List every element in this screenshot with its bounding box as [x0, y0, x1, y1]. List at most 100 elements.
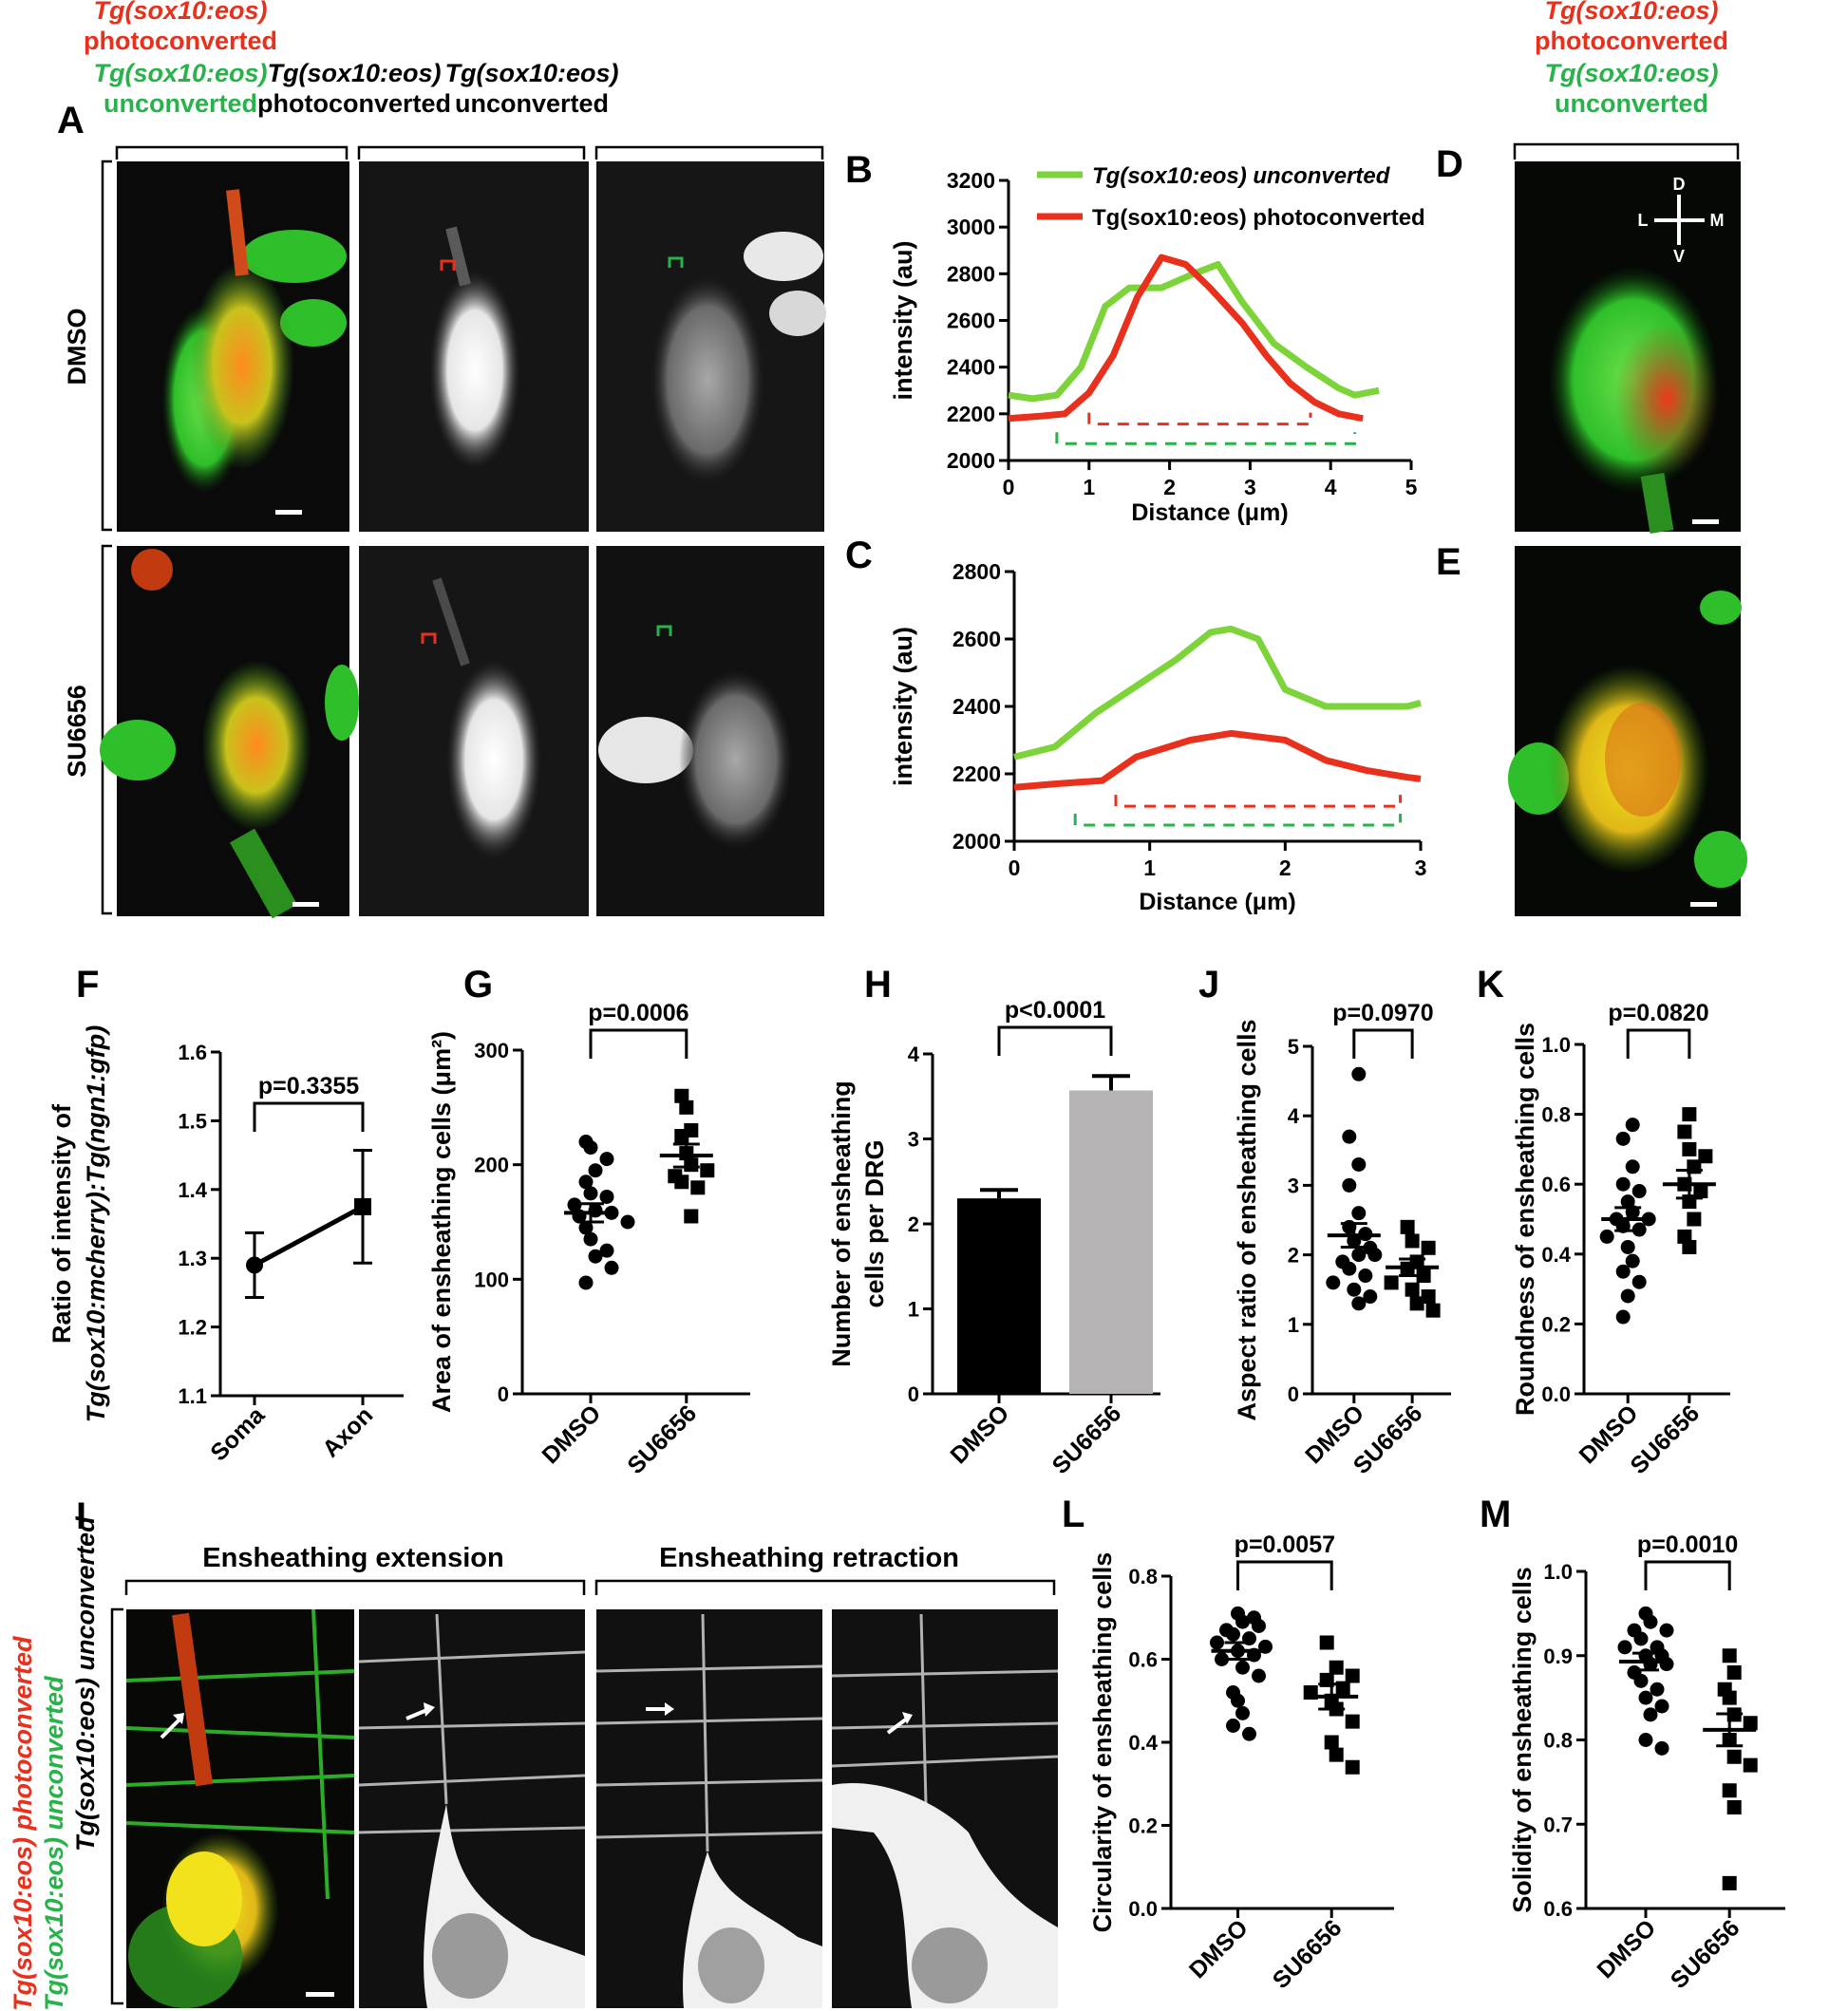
mean-point-soma: [246, 1256, 263, 1274]
y-tick-label: 2: [1288, 1244, 1299, 1268]
legend-photoconverted: Tg(sox10:eos) photoconverted: [1092, 205, 1425, 231]
data-point-dmso: [1650, 1682, 1665, 1697]
panel-letter-h: H: [864, 964, 892, 1006]
data-point-su6656: [674, 1175, 689, 1190]
x-tick-label: 3: [1244, 475, 1256, 499]
data-point-dmso: [1226, 1626, 1240, 1642]
data-point-dmso: [1654, 1740, 1669, 1756]
data-point-dmso: [1633, 1673, 1649, 1688]
y-tick-label: 0.6: [1541, 1173, 1571, 1196]
dashed-bracket-green: [1073, 813, 1403, 827]
y-tick-label: 4: [1288, 1104, 1300, 1128]
dashed-bracket-red: [1087, 412, 1312, 426]
y-tick-label: 1: [908, 1298, 919, 1322]
y-tick-label: 5: [1288, 1035, 1299, 1059]
panel-letter-a: A: [57, 100, 85, 141]
data-point-su6656: [1722, 1875, 1737, 1890]
a-unconv-label: Tg(sox10:eos): [444, 59, 618, 87]
panel-letter-m: M: [1480, 1494, 1511, 1535]
y-tick-label: 0.0: [1128, 1897, 1158, 1921]
a-column-brackets: [101, 145, 824, 915]
data-point-dmso: [599, 1189, 614, 1204]
y-tick-label: 0.2: [1128, 1814, 1158, 1838]
data-point-dmso: [1242, 1726, 1256, 1741]
chart-l: 0.0 0.2 0.4 0.6 0.8 DMSO SU6656 Circularity of …: [1088, 1532, 1394, 1994]
category-label: SU6656: [1047, 1400, 1127, 1479]
p-value: p<0.0001: [1005, 997, 1105, 1024]
x-tick-label: 2: [1163, 475, 1176, 499]
p-value: p=0.3355: [258, 1073, 359, 1099]
a-unconv-label-2: unconverted: [455, 89, 609, 118]
y-tick-label: 3: [1288, 1174, 1299, 1197]
data-point-su6656: [1329, 1660, 1344, 1675]
panel-letter-k: K: [1477, 964, 1504, 1006]
y-tick-label: 0.4: [1541, 1243, 1571, 1267]
chart-g: 0 100 200 300 DMSO SU6656 Area of ensheathing …: [427, 1000, 750, 1479]
data-point-su6656: [1682, 1107, 1697, 1122]
i-side-label-black: Tg(sox10:eos) unconverted: [71, 1516, 100, 1851]
data-point-su6656: [1319, 1635, 1334, 1650]
data-point-dmso: [1358, 1269, 1373, 1284]
data-point-dmso: [1351, 1156, 1367, 1172]
data-point-dmso: [1351, 1206, 1367, 1221]
data-point-su6656: [1726, 1665, 1742, 1680]
y-tick-label: 4: [908, 1043, 920, 1066]
data-point-dmso: [599, 1243, 614, 1258]
category-label: DMSO: [1592, 1914, 1661, 1983]
data-point-dmso: [567, 1197, 582, 1212]
y-tick-label: 2000: [952, 829, 1001, 854]
a-merged-red-label-2: photoconverted: [84, 27, 277, 55]
data-point-su6656: [1324, 1735, 1339, 1750]
x-tick-label: 3: [1415, 855, 1427, 880]
i-retraction-label: Ensheathing retraction: [659, 1543, 959, 1573]
data-point-su6656: [1405, 1282, 1420, 1297]
data-point-su6656: [1698, 1149, 1713, 1164]
legend-unconverted: Tg(sox10:eos) unconverted: [1092, 163, 1391, 189]
y-tick-label: 0.6: [1543, 1897, 1573, 1921]
data-point-dmso: [604, 1260, 619, 1275]
series-line-unconverted: [1008, 261, 1380, 403]
y-tick-label: 200: [474, 1154, 509, 1177]
data-point-dmso: [583, 1140, 598, 1156]
y-tick-label: 3: [908, 1128, 919, 1152]
data-point-dmso: [1659, 1657, 1674, 1672]
i-side-label-red: Tg(sox10:eos) photoconverted: [9, 1636, 37, 2011]
i-side-label-green: Tg(sox10:eos) unconverted: [40, 1676, 68, 2011]
data-point-dmso: [1643, 1707, 1658, 1722]
y-axis-label: Solidity of ensheathing cells: [1508, 1567, 1537, 1913]
data-point-su6656: [1687, 1212, 1702, 1227]
y-tick-label: 300: [474, 1039, 509, 1062]
compass-d: D: [1673, 175, 1686, 194]
y-tick-label: 1.3: [178, 1247, 207, 1270]
d-green-label: Tg(sox10:eos): [1544, 59, 1718, 87]
x-tick-label: 2: [1279, 855, 1292, 880]
y-tick-label: 1.0: [1541, 1033, 1571, 1057]
bar-su6656: [1069, 1090, 1153, 1394]
y-tick-label: 3200: [947, 168, 995, 193]
x-axis-label: Distance (μm): [1131, 499, 1288, 526]
y-tick-label: 0.8: [1128, 1565, 1158, 1588]
data-point-su6656: [1682, 1141, 1697, 1156]
y-tick-label: 2600: [947, 309, 995, 333]
data-point-dmso: [1625, 1159, 1640, 1175]
p-value: p=0.0970: [1332, 1000, 1433, 1026]
data-point-su6656: [1743, 1757, 1758, 1773]
y-tick-label: 2800: [952, 559, 1001, 584]
significance-bracket: [589, 1028, 688, 1059]
data-point-dmso: [1342, 1261, 1357, 1276]
data-point-su6656: [1409, 1296, 1424, 1311]
panel-letter-g: G: [463, 964, 493, 1006]
data-point-su6656: [1726, 1800, 1742, 1814]
data-point-dmso: [1363, 1289, 1378, 1305]
compass-m: M: [1710, 211, 1725, 230]
x-tick-label: 0: [1003, 475, 1015, 499]
y-axis-label: Aspect ratio of ensheathing cells: [1233, 1019, 1261, 1420]
y-tick-label: 0: [498, 1382, 509, 1406]
y-tick-label: 0.6: [1128, 1648, 1158, 1672]
data-point-su6656: [1421, 1240, 1436, 1255]
a-merged-green-label-2: unconverted: [104, 89, 257, 118]
data-point-su6656: [679, 1099, 694, 1115]
data-point-dmso: [583, 1231, 598, 1247]
y-axis-label-line2: cells per DRG: [860, 1139, 889, 1307]
